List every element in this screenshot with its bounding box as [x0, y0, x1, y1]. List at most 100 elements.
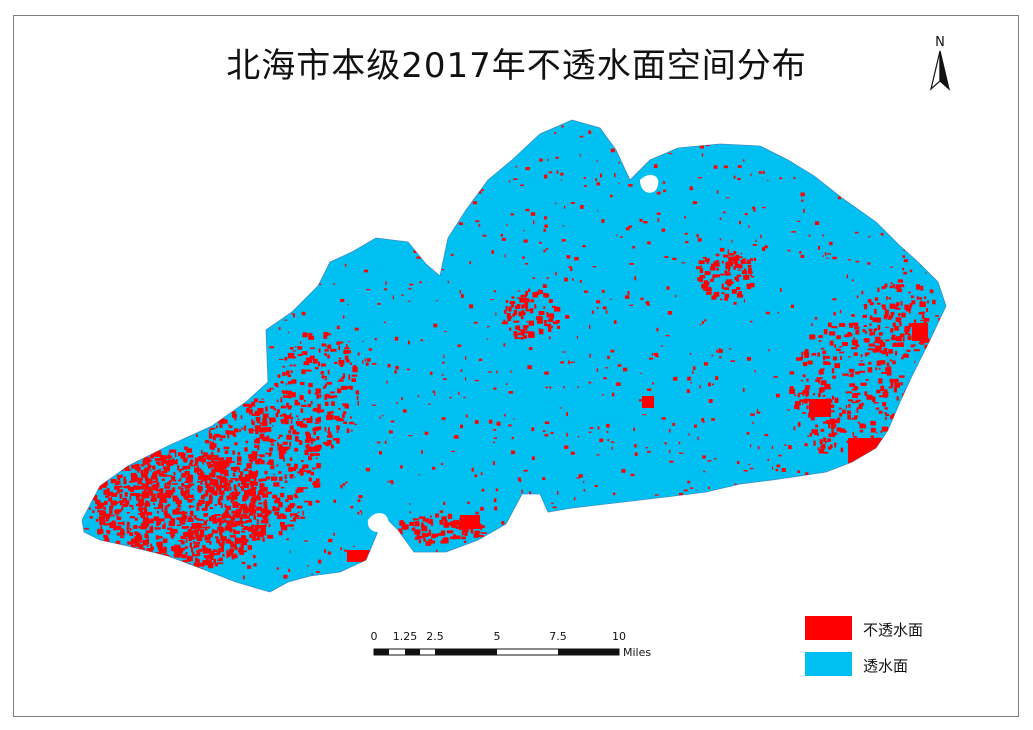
impervious-patch — [144, 472, 148, 476]
impervious-patch — [228, 479, 233, 483]
impervious-patch — [653, 352, 659, 356]
impervious-patch — [261, 509, 264, 514]
impervious-patch — [304, 540, 308, 542]
impervious-patch — [876, 431, 878, 434]
impervious-patch — [163, 459, 167, 463]
impervious-patch — [263, 272, 268, 274]
impervious-patch — [566, 255, 571, 259]
impervious-patch — [231, 491, 237, 494]
impervious-patch — [658, 131, 662, 135]
impervious-patch — [197, 332, 200, 336]
impervious-patch — [849, 383, 856, 387]
impervious-patch — [92, 131, 97, 136]
impervious-patch — [283, 574, 288, 579]
impervious-patch — [582, 245, 586, 248]
impervious-patch — [284, 319, 288, 321]
impervious-patch — [725, 266, 731, 270]
impervious-patch — [300, 408, 304, 413]
impervious-patch — [280, 522, 285, 527]
impervious-patch — [153, 473, 157, 475]
impervious-patch — [616, 382, 621, 386]
impervious-patch — [831, 368, 835, 374]
impervious-patch — [750, 591, 753, 592]
impervious-patch — [786, 546, 790, 551]
impervious-patch — [309, 446, 313, 452]
impervious-patch — [776, 393, 780, 398]
impervious-patch — [239, 552, 244, 555]
impervious-patch — [902, 546, 905, 550]
impervious-patch — [842, 342, 848, 346]
impervious-patch — [546, 313, 553, 318]
impervious-patch — [258, 206, 263, 208]
impervious-patch — [109, 514, 115, 517]
impervious-patch — [135, 542, 141, 545]
impervious-patch — [296, 415, 299, 418]
impervious-patch — [250, 485, 255, 488]
impervious-patch — [236, 468, 240, 470]
impervious-patch — [210, 427, 216, 430]
impervious-patch — [867, 348, 874, 351]
impervious-patch — [918, 297, 923, 300]
impervious-patch — [301, 470, 308, 472]
impervious-patch — [331, 401, 335, 406]
impervious-patch — [733, 251, 737, 255]
impervious-patch — [490, 299, 494, 301]
impervious-patch — [306, 359, 309, 364]
impervious-patch — [318, 348, 321, 353]
impervious-patch — [647, 388, 652, 391]
impervious-patch — [256, 522, 260, 525]
impervious-patch — [640, 593, 642, 596]
impervious-patch — [84, 184, 87, 187]
impervious-patch — [209, 464, 213, 467]
impervious-patch — [258, 502, 263, 505]
impervious-patch — [525, 263, 528, 265]
impervious-patch — [815, 379, 820, 382]
impervious-patch — [276, 464, 279, 467]
impervious-patch — [894, 382, 897, 387]
impervious-patch — [363, 269, 369, 273]
impervious-patch — [152, 245, 156, 247]
impervious-patch — [122, 553, 125, 557]
impervious-patch — [920, 319, 924, 321]
impervious-patch — [555, 156, 559, 159]
impervious-patch — [664, 589, 668, 592]
impervious-patch — [257, 408, 264, 414]
impervious-patch — [223, 519, 227, 523]
impervious-patch — [362, 360, 364, 364]
impervious-patch — [831, 404, 835, 408]
impervious-patch — [227, 458, 232, 464]
impervious-patch — [193, 562, 200, 568]
impervious-patch — [827, 501, 829, 503]
impervious-patch — [719, 247, 725, 252]
coastal-inlet — [640, 175, 659, 193]
impervious-patch — [702, 420, 705, 423]
impervious-patch — [629, 263, 634, 265]
impervious-patch — [146, 531, 154, 533]
impervious-patch — [223, 446, 230, 450]
impervious-patch — [221, 539, 225, 545]
impervious-patch — [182, 457, 188, 462]
impervious-patch — [291, 392, 296, 398]
impervious-patch — [166, 493, 172, 498]
impervious-patch — [888, 386, 893, 389]
impervious-patch — [288, 568, 291, 572]
impervious-patch — [187, 566, 193, 569]
impervious-patch — [529, 491, 532, 496]
impervious-patch — [554, 132, 557, 134]
impervious-patch — [257, 446, 260, 451]
impervious-patch — [138, 549, 141, 554]
impervious-patch — [756, 408, 758, 413]
impervious-patch — [867, 208, 872, 212]
impervious-patch — [884, 580, 887, 583]
impervious-patch — [899, 321, 902, 327]
impervious-patch — [439, 520, 444, 525]
impervious-patch — [469, 304, 473, 309]
impervious-patch — [119, 240, 123, 245]
impervious-patch — [115, 582, 120, 586]
impervious-patch — [811, 353, 817, 356]
impervious-patch — [801, 351, 803, 357]
impervious-patch — [429, 239, 433, 242]
impervious-patch — [153, 279, 156, 283]
impervious-patch — [807, 435, 810, 437]
impervious-patch — [890, 266, 893, 268]
